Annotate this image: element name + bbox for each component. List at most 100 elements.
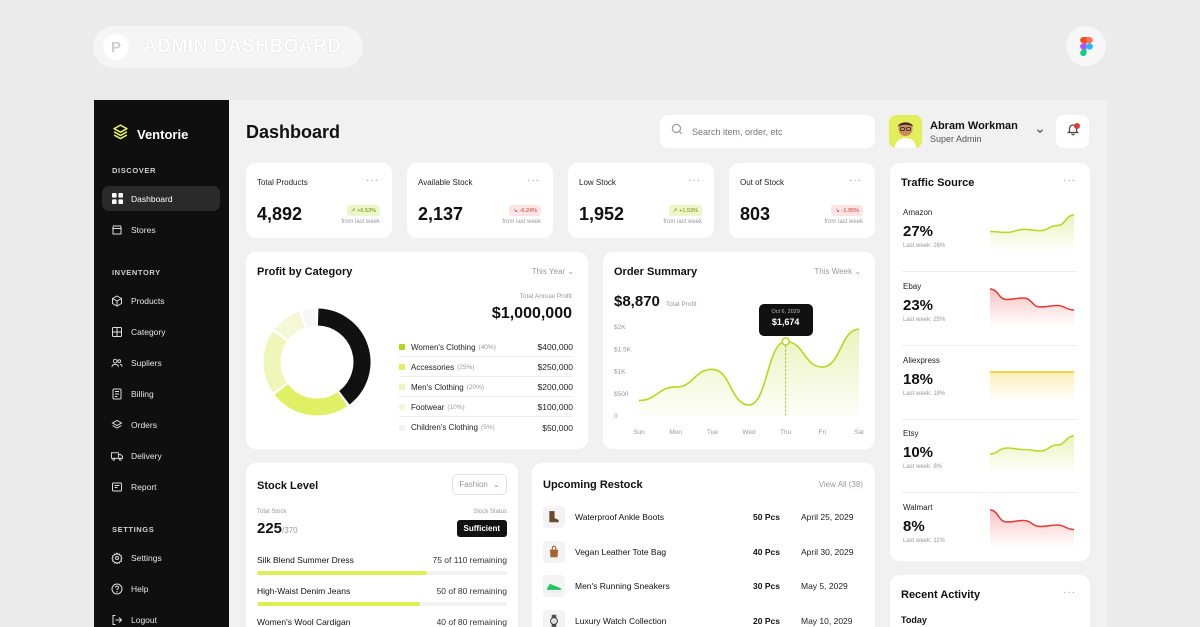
sidebar-item-label: Supliers <box>131 357 162 368</box>
period-dropdown[interactable]: This Year ⌄ <box>531 267 574 276</box>
sparkline-line <box>990 288 1074 311</box>
traffic-source-amazon[interactable]: Amazon 27% Last week: 26% <box>890 198 1090 272</box>
stock-item-remaining: 50 of 80 remaining <box>436 586 507 596</box>
notification-button[interactable] <box>1056 115 1089 148</box>
sidebar-item-orders[interactable]: Orders <box>102 412 220 437</box>
more-icon[interactable]: ··· <box>688 175 701 186</box>
search-icon <box>670 122 684 141</box>
divider <box>902 492 1078 494</box>
traffic-source-aliexpress[interactable]: Aliexpress 18% Last week: 18% <box>890 346 1090 420</box>
more-icon[interactable]: ··· <box>1063 175 1076 186</box>
traffic-source-percent: 8% <box>903 518 925 536</box>
bag-icon <box>543 540 565 563</box>
card-title: Traffic Source <box>901 177 975 189</box>
sparkline-area <box>990 510 1074 548</box>
restock-row[interactable]: Luxury Watch Collection 20 Pcs May 10, 202… <box>543 604 863 627</box>
divider <box>902 344 1078 346</box>
sidebar-item-products[interactable]: Products <box>102 288 220 313</box>
stat-change-badge: ↘ -6.24% <box>508 205 541 216</box>
restock-quantity: 50 Pcs <box>753 512 780 522</box>
category-filter-select[interactable]: Fashion ⌄ <box>452 474 507 495</box>
sidebar-item-help[interactable]: Help <box>102 576 220 601</box>
brand[interactable]: Ventorie <box>112 123 188 145</box>
restock-row[interactable]: Vegan Leather Tote Bag 40 Pcs April 30, 20… <box>543 535 863 569</box>
chart-tooltip: Oct 6, 2029 $1,674 <box>758 303 813 336</box>
sidebar-item-label: Billing <box>131 388 154 399</box>
stat-change-badge: ↗ +1.53% <box>668 205 702 216</box>
gear-icon <box>111 551 123 564</box>
stat-value: 1,952 <box>579 204 625 224</box>
chevron-down-icon[interactable] <box>1035 123 1045 141</box>
product-name: Men's Running Sneakers <box>575 581 670 591</box>
period-dropdown[interactable]: This Week ⌄ <box>814 267 861 276</box>
stat-note: from last week <box>502 219 541 225</box>
legend-row: Children's Clothing (5%) $50,000 <box>399 418 573 437</box>
profit-by-category-card: Profit by Category This Year ⌄ Total Ann… <box>246 252 588 449</box>
sparkline-area <box>990 436 1074 474</box>
tooltip-date: Oct 6, 2029 <box>771 308 800 315</box>
activity-day-label: Today <box>901 615 927 625</box>
more-icon[interactable]: ··· <box>1063 587 1076 598</box>
y-tick-label: $1.5K <box>614 346 632 353</box>
restock-quantity: 40 Pcs <box>753 546 780 557</box>
product-name: Vegan Leather Tote Bag <box>575 546 667 557</box>
sidebar-item-stores[interactable]: Stores <box>102 217 220 242</box>
traffic-source-card: Traffic Source ··· Amazon 27% Last week: 2… <box>890 163 1090 561</box>
total-stock-label: Total Stock <box>257 509 287 515</box>
search-box[interactable] <box>660 115 875 148</box>
legend-swatch <box>399 364 405 370</box>
restock-row[interactable]: Waterproof Ankle Boots 50 Pcs April 25, 20… <box>543 500 863 534</box>
stat-value: 4,892 <box>257 204 303 224</box>
card-title: Upcoming Restock <box>543 479 643 491</box>
page-title: Dashboard <box>246 122 341 142</box>
stat-note: from last week <box>824 219 863 225</box>
y-tick-label: $500 <box>614 391 629 398</box>
traffic-source-name: Amazon <box>903 208 933 217</box>
figma-icon <box>1066 26 1106 66</box>
restock-row[interactable]: Men's Running Sneakers 30 Pcs May 5, 2029 <box>543 569 863 603</box>
sidebar-item-settings[interactable]: Settings <box>102 545 220 570</box>
stat-card-available-stock: Available Stock ··· 2,137 ↘ -6.24% from l… <box>407 163 553 238</box>
more-icon[interactable]: ··· <box>366 175 379 186</box>
sidebar-item-logout[interactable]: Logout <box>102 607 220 627</box>
sidebar-item-supliers[interactable]: Supliers <box>102 350 220 375</box>
sidebar-item-billing[interactable]: Billing <box>102 381 220 406</box>
donut-slice[interactable] <box>301 308 317 328</box>
sparkline <box>990 288 1074 326</box>
main-content: Dashboard Abram Workman Super Admin Tota… <box>229 100 1107 627</box>
traffic-source-ebay[interactable]: Ebay 23% Last week: 25% <box>890 272 1090 346</box>
donut-slice[interactable] <box>274 311 306 341</box>
donut-slice[interactable] <box>274 383 348 416</box>
traffic-source-percent: 23% <box>903 296 934 314</box>
section-settings: SETTINGS <box>112 525 155 534</box>
promo-title: ADMIN DASHBOARD <box>143 36 342 57</box>
traffic-source-walmart[interactable]: Walmart 8% Last week: 11% <box>890 493 1090 567</box>
trend-down-icon: ↘ <box>512 207 518 214</box>
search-input[interactable] <box>692 126 862 137</box>
more-icon[interactable]: ··· <box>849 175 862 186</box>
notification-dot <box>1074 123 1080 129</box>
more-icon[interactable]: ··· <box>527 175 540 186</box>
sparkline <box>990 214 1074 252</box>
sidebar-item-category[interactable]: Category <box>102 319 220 344</box>
chevron-down-icon: ⌄ <box>854 267 861 276</box>
sidebar-item-dashboard[interactable]: Dashboard <box>102 186 220 211</box>
sparkline-area <box>990 288 1074 326</box>
traffic-source-name: Etsy <box>903 429 919 439</box>
sneaker-icon <box>543 575 565 597</box>
tooltip-value: $1,674 <box>771 316 800 327</box>
stat-value: 803 <box>740 204 771 224</box>
user-profile[interactable]: Abram Workman Super Admin <box>889 115 1045 148</box>
view-all-link[interactable]: View All (38) <box>818 480 863 489</box>
stock-item-name: High-Waist Denim Jeans <box>257 586 351 596</box>
donut-slice[interactable] <box>317 308 371 405</box>
upcoming-restock-card: Upcoming Restock View All (38) Waterproo… <box>532 463 875 627</box>
x-tick-label: Wed <box>742 429 756 436</box>
sparkline-line <box>990 435 1074 456</box>
total-profit-value: $1,000,000 <box>491 305 572 322</box>
donut-slice[interactable] <box>263 331 288 393</box>
sidebar-item-delivery[interactable]: Delivery <box>102 443 220 468</box>
sidebar-item-report[interactable]: Report <box>102 474 220 499</box>
traffic-source-etsy[interactable]: Etsy 10% Last week: 8% <box>890 419 1090 494</box>
truck-icon <box>111 450 123 462</box>
